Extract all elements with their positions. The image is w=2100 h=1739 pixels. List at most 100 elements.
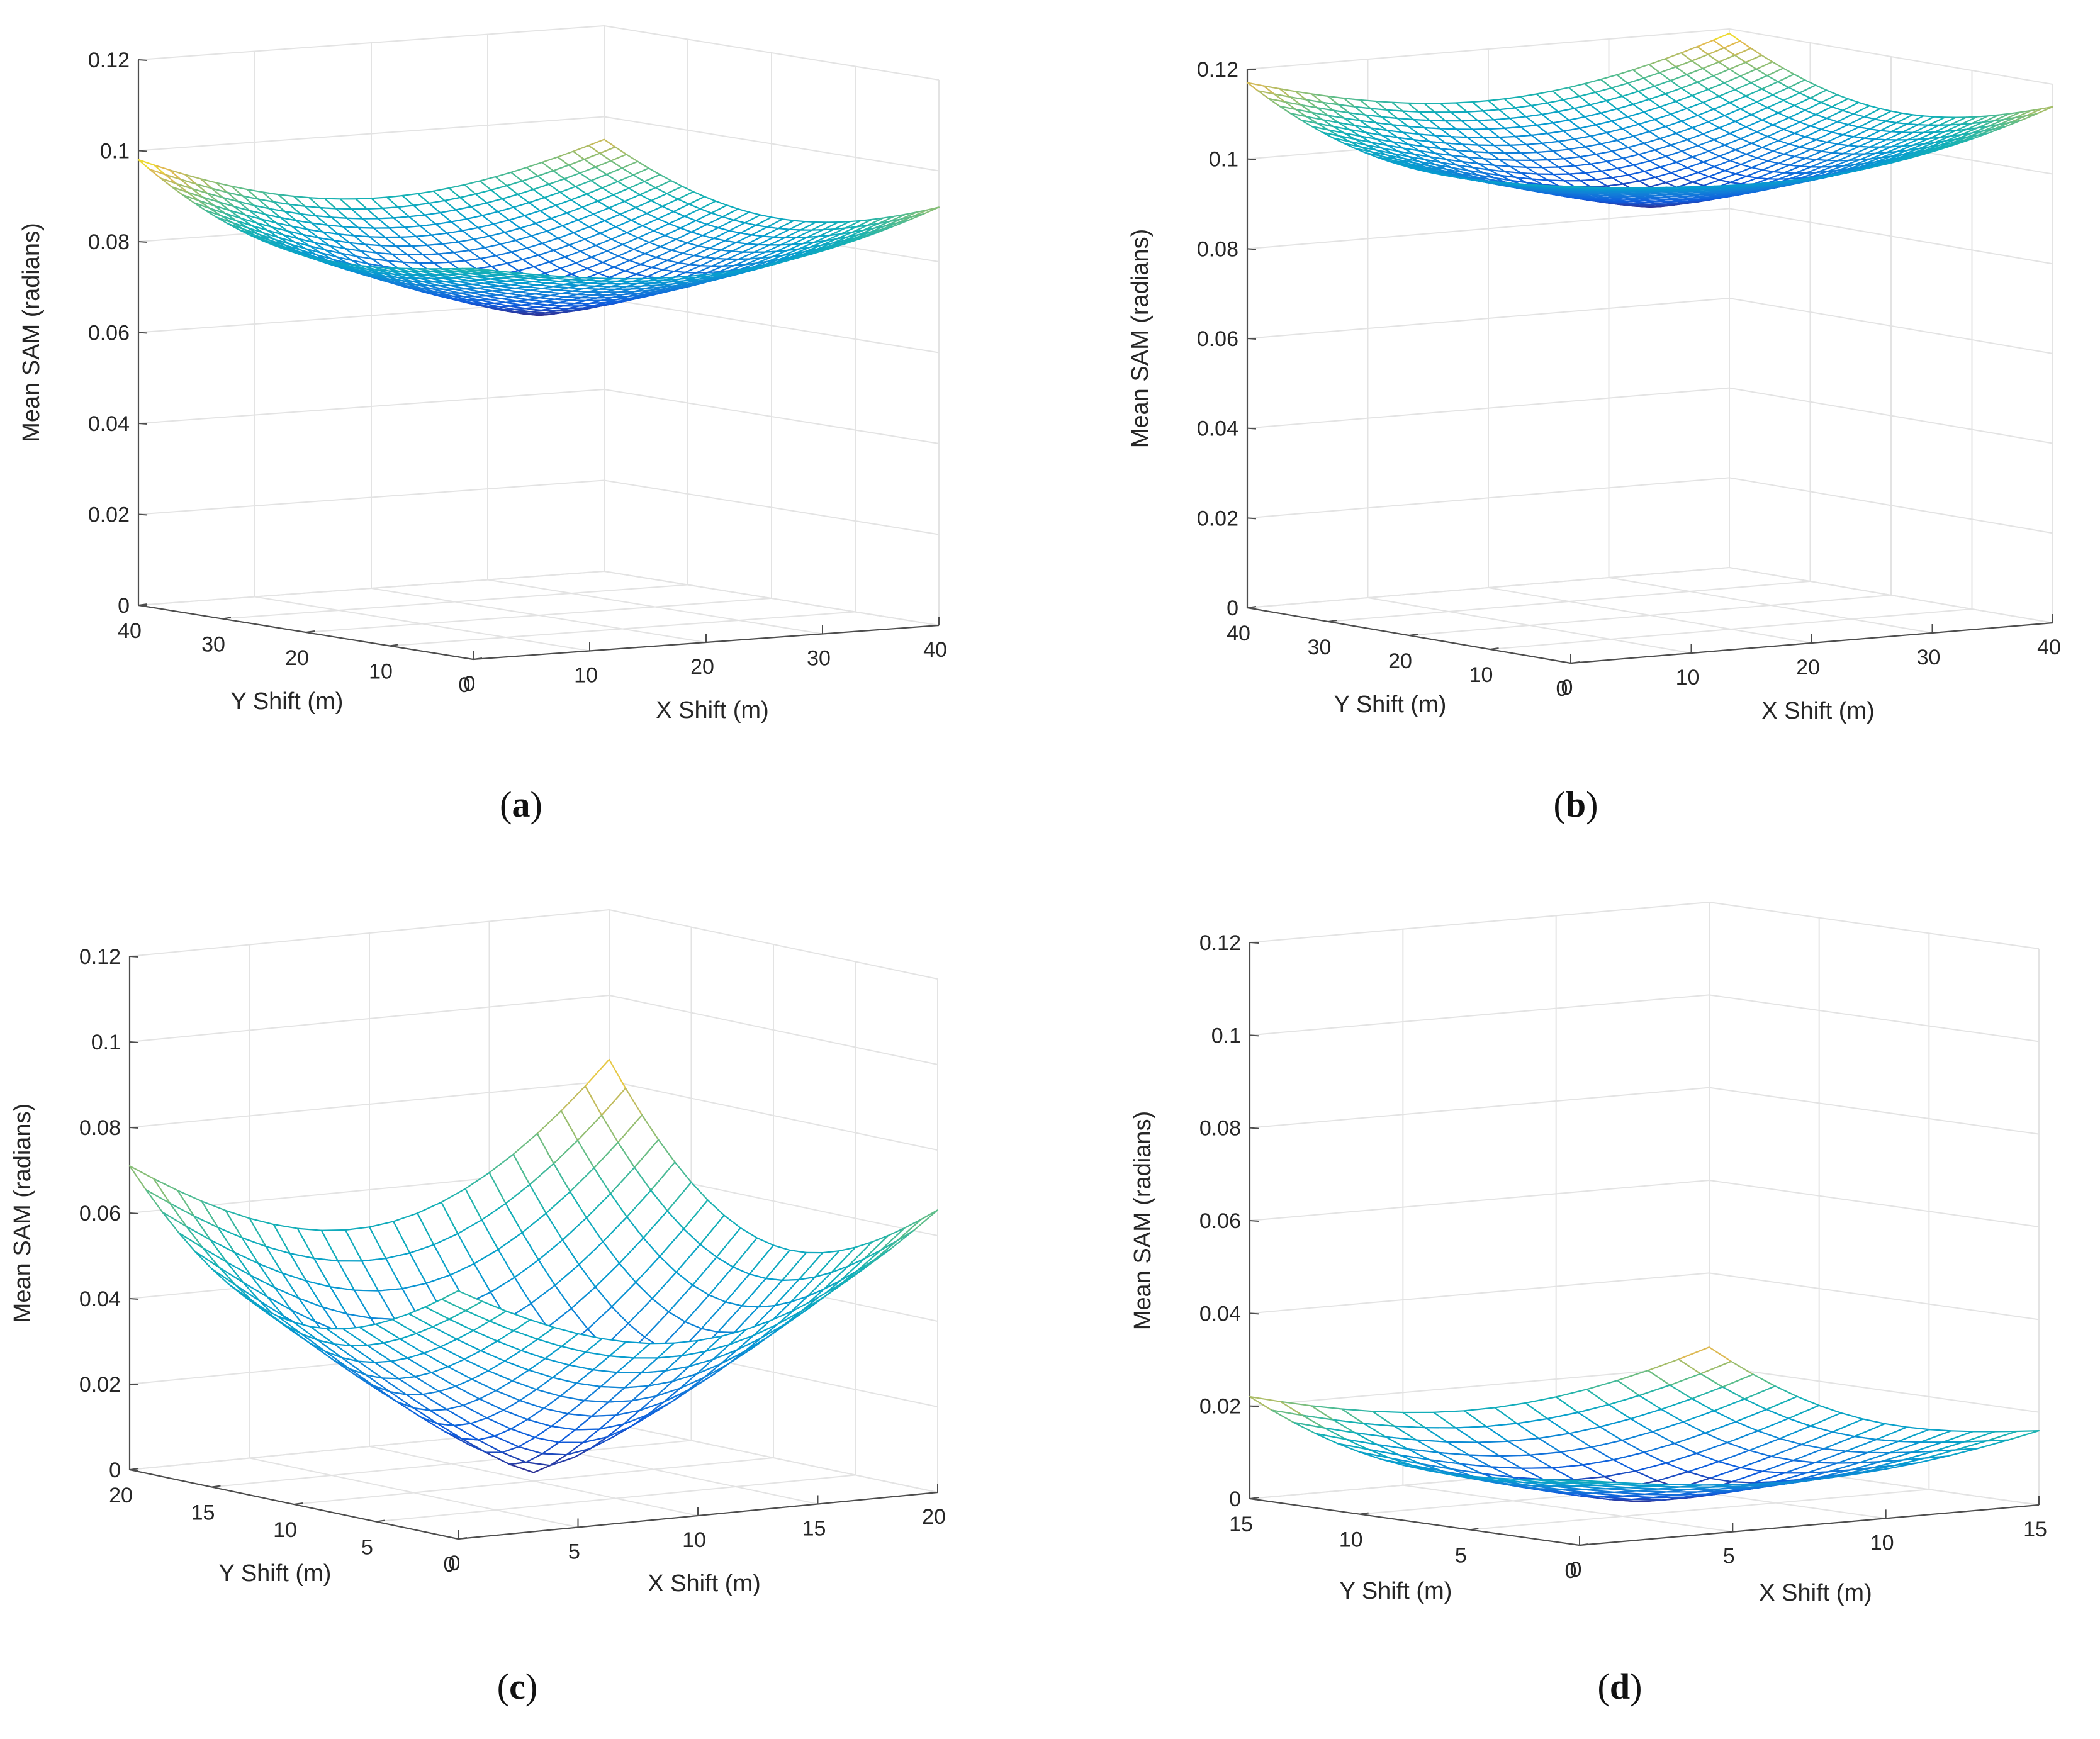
- z-tick: [1249, 1034, 1259, 1037]
- z-tick-label: 0.12: [1199, 931, 1241, 955]
- y-gridline: [211, 927, 692, 1488]
- panel-caption: (a): [500, 784, 542, 825]
- z-axis-title: Mean SAM (radians): [18, 223, 45, 442]
- z-tick-label: 0.04: [1197, 417, 1238, 441]
- z-tick-label: 0.06: [88, 322, 130, 345]
- z-tick-label: 0.12: [1197, 58, 1238, 82]
- x-tick-label: 30: [1917, 646, 1941, 669]
- y-tick-label: 20: [285, 646, 309, 670]
- z-gridline: [1249, 1179, 2040, 1227]
- surface-mesh: [137, 138, 940, 316]
- x-tick-label: 5: [568, 1540, 580, 1564]
- z-tick-label: 0.02: [1197, 506, 1238, 530]
- x-tick-label: 40: [923, 638, 947, 662]
- y-gridline: [1328, 43, 1811, 622]
- y-tick-label: 40: [118, 619, 142, 643]
- z-tick-label: 0: [1229, 1487, 1241, 1511]
- z-tick-label: 0.04: [79, 1287, 121, 1311]
- z-tick-label: 0.06: [1199, 1209, 1241, 1233]
- x-tick-label: 30: [807, 647, 831, 671]
- z-gridline: [1249, 901, 2040, 949]
- panel-caption: (b): [1554, 784, 1598, 825]
- panel-c: 0 0.02 0.04 0.06 0.08 0.1 0.12 0 5 10 15 20 0 5 10 15 20…: [0, 870, 1050, 1739]
- y-tick-label: 5: [361, 1536, 373, 1560]
- surface-plot-c: 00.020.040.060.080.10.120 5 10 15 2005101520…: [9, 909, 946, 1707]
- y-gridline: [305, 53, 772, 633]
- z-gridline: [129, 909, 938, 980]
- y-tick-label: 5: [1455, 1543, 1467, 1567]
- y-tick-label: 20: [1388, 649, 1412, 673]
- y-axis-line: [1249, 1497, 1580, 1546]
- y-tick: [129, 1468, 139, 1470]
- y-tick-label: 15: [191, 1501, 215, 1525]
- y-tick: [1328, 620, 1337, 622]
- z-tick: [1247, 427, 1257, 430]
- y-tick: [1490, 647, 1499, 650]
- x-gridline: [371, 43, 707, 643]
- y-tick: [473, 657, 483, 660]
- x-tick-label: 5: [1723, 1545, 1735, 1568]
- z-tick: [138, 150, 148, 152]
- z-tick: [129, 1384, 139, 1385]
- y-gridline: [1247, 29, 1730, 608]
- x-tick-label: 0: [449, 1552, 461, 1575]
- surface-cell: [1556, 1479, 1611, 1484]
- y-tick: [1249, 1497, 1259, 1499]
- x-gridline: [254, 51, 590, 652]
- z-axis-title: Mean SAM (radians): [9, 1104, 36, 1322]
- z-tick-label: 0.1: [1211, 1024, 1241, 1048]
- panel-d: 0 0.02 0.04 0.06 0.08 0.1 0.12 0 5 10 15 0 5 10 15 X Sh…: [1050, 870, 2099, 1739]
- surface-mesh: [128, 1058, 939, 1473]
- z-tick-label: 0.06: [79, 1202, 121, 1226]
- z-gridline: [1249, 1087, 2040, 1135]
- z-axis-title: Mean SAM (radians): [1130, 1111, 1156, 1330]
- surface-plot-b: 00.020.040.060.080.10.120 10 20 30 400102030…: [1127, 28, 2061, 825]
- z-tick-label: 0.08: [79, 1116, 121, 1140]
- y-tick: [1570, 661, 1580, 664]
- z-gridline: [138, 570, 940, 626]
- y-tick: [138, 603, 148, 606]
- panel-caption: (d): [1598, 1666, 1642, 1707]
- y-gridline: [1490, 70, 1973, 650]
- x-tick-label: 10: [1676, 666, 1700, 690]
- y-tick: [293, 1502, 303, 1505]
- z-tick: [1247, 69, 1257, 70]
- y-tick: [1408, 634, 1418, 636]
- x-gridline: [138, 60, 474, 660]
- x-axis-title: X Shift (m): [656, 697, 768, 724]
- z-gridline: [1249, 1272, 2040, 1321]
- y-tick: [1579, 1543, 1589, 1546]
- y-gridline: [222, 39, 688, 620]
- x-tick-label: 15: [802, 1517, 826, 1541]
- y-gridline: [389, 66, 856, 647]
- y-tick: [1359, 1512, 1369, 1515]
- y-axis-title: Y Shift (m): [1334, 691, 1447, 718]
- z-tick: [129, 1041, 139, 1043]
- y-tick: [211, 1485, 221, 1488]
- surface-cell: [896, 1209, 939, 1242]
- x-tick-label: 15: [2023, 1518, 2047, 1541]
- x-gridline: [487, 34, 823, 635]
- x-tick-label: 0: [1570, 1558, 1582, 1582]
- y-tick-label: 20: [109, 1484, 133, 1507]
- y-tick: [458, 1537, 468, 1540]
- y-tick-label: 0: [1556, 677, 1568, 701]
- z-tick: [129, 956, 139, 958]
- y-tick: [305, 630, 315, 633]
- x-axis-title: X Shift (m): [648, 1570, 760, 1597]
- z-tick: [1249, 942, 1259, 944]
- x-axis-line: [1579, 1504, 2040, 1546]
- z-tick: [1247, 158, 1257, 160]
- z-gridline: [129, 994, 938, 1065]
- z-tick-label: 0.02: [1199, 1395, 1241, 1419]
- y-tick-label: 10: [273, 1518, 297, 1542]
- z-tick-label: 0.08: [88, 230, 130, 254]
- z-tick-label: 0.06: [1197, 327, 1238, 351]
- panel-caption: (c): [497, 1666, 537, 1707]
- z-tick: [138, 423, 148, 425]
- z-axis-title: Mean SAM (radians): [1127, 229, 1154, 448]
- grid-lines: [138, 25, 940, 660]
- y-gridline: [1408, 57, 1892, 636]
- z-gridline: [138, 116, 940, 172]
